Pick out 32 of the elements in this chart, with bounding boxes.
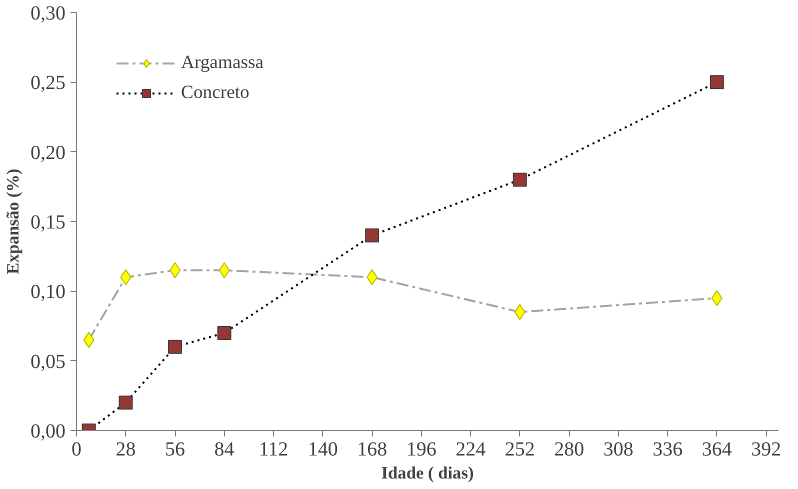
x-tick-label: 168 <box>357 438 388 460</box>
x-tick-label: 364 <box>702 438 732 460</box>
y-tick-label: 0,10 <box>30 281 66 304</box>
x-tick-label: 56 <box>165 438 186 460</box>
y-tick-label: 0,05 <box>30 350 66 373</box>
x-axis-title: Idade ( dias) <box>381 464 474 482</box>
y-tick-label: 0,25 <box>30 72 66 94</box>
point <box>512 172 527 187</box>
x-tick-label: 224 <box>456 438 486 460</box>
x-tick-label: 336 <box>652 438 683 460</box>
point <box>217 326 232 340</box>
x-tick-label: 280 <box>554 438 584 460</box>
x-tick-label: 252 <box>504 438 535 460</box>
point <box>118 396 133 410</box>
x-tick-label: 140 <box>308 438 338 460</box>
legend-label: Concreto <box>181 82 250 104</box>
x-tick-label: 308 <box>603 438 634 460</box>
x-tick-label: 0 <box>72 438 82 460</box>
y-tick-label: 0,00 <box>30 420 66 442</box>
x-tick-label: 196 <box>406 438 436 460</box>
point <box>710 75 724 90</box>
x-tick-label: 112 <box>258 438 288 460</box>
y-tick-label: 0,30 <box>30 2 66 24</box>
point <box>365 228 380 242</box>
y-tick-label: 0,20 <box>30 142 66 164</box>
y-tick-label: 0,15 <box>30 212 66 234</box>
x-tick-label: 392 <box>751 438 782 460</box>
point <box>168 340 182 354</box>
x-tick-label: 28 <box>116 438 136 460</box>
x-tick-label: 84 <box>214 438 234 460</box>
legend-label: Argamassa <box>181 52 264 74</box>
y-axis-title: Expansão (%) <box>4 168 22 274</box>
